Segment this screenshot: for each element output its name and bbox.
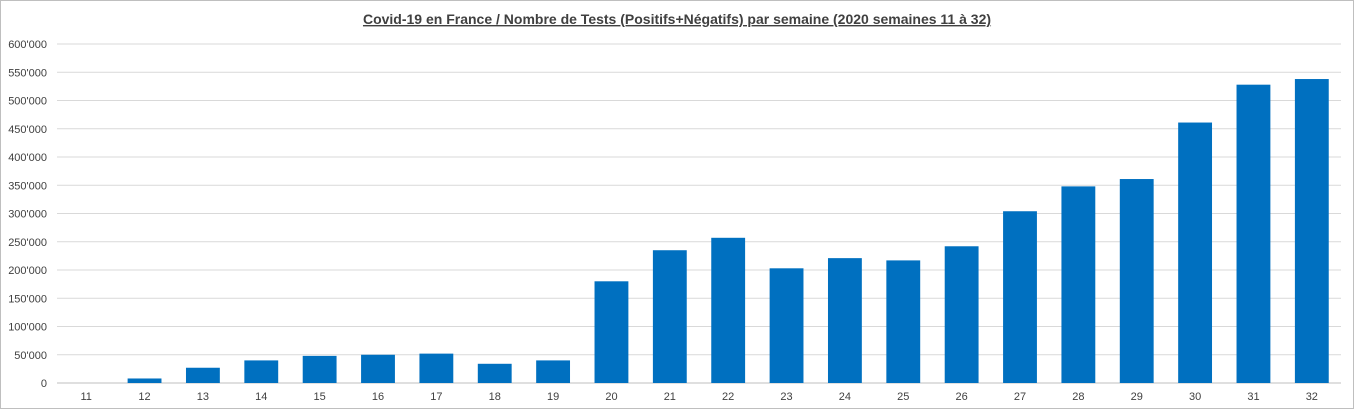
y-tick-label: 600'000 xyxy=(8,39,47,51)
x-tick-label: 19 xyxy=(547,391,559,403)
bars xyxy=(127,79,1329,384)
chart-title: Covid-19 en France / Nombre de Tests (Po… xyxy=(363,11,991,27)
y-tick-label: 100'000 xyxy=(8,322,47,334)
grid-lines xyxy=(57,43,1341,384)
x-tick-label: 13 xyxy=(197,391,209,403)
bar-week-23 xyxy=(769,268,804,383)
y-tick-label: 350'000 xyxy=(8,180,47,192)
y-axis-tick-labels: 0 50'000 100'000 150'000 200'000 250'000 300'0… xyxy=(8,39,47,390)
bar-week-15 xyxy=(302,355,337,383)
x-axis-tick-labels: 11 12 13 14 15 16 17 18 19 20 21 22 23 24 25 26 27 28 29 30… xyxy=(80,391,1317,403)
y-tick-label: 150'000 xyxy=(8,293,47,305)
bar-week-12 xyxy=(127,378,162,383)
bar-week-21 xyxy=(652,250,687,383)
y-tick-label: 50'000 xyxy=(14,350,47,362)
bar-week-26 xyxy=(944,246,979,383)
bar-week-31 xyxy=(1236,84,1271,384)
bar-week-20 xyxy=(594,281,629,383)
x-tick-label: 31 xyxy=(1247,391,1259,403)
y-tick-label: 500'000 xyxy=(8,96,47,108)
x-tick-label: 32 xyxy=(1306,391,1318,403)
x-tick-label: 17 xyxy=(430,391,442,403)
x-tick-label: 21 xyxy=(664,391,676,403)
bar-week-22 xyxy=(711,237,746,383)
bar-week-18 xyxy=(477,363,512,383)
x-tick-label: 18 xyxy=(489,391,501,403)
x-tick-label: 27 xyxy=(1014,391,1026,403)
x-tick-label: 20 xyxy=(605,391,617,403)
x-tick-label: 22 xyxy=(722,391,734,403)
bar-week-29 xyxy=(1119,179,1154,383)
x-tick-label: 25 xyxy=(897,391,909,403)
x-tick-label: 16 xyxy=(372,391,384,403)
y-tick-label: 300'000 xyxy=(8,209,47,221)
x-tick-label: 15 xyxy=(314,391,326,403)
x-tick-label: 29 xyxy=(1131,391,1143,403)
x-tick-label: 12 xyxy=(138,391,150,403)
x-tick-label: 26 xyxy=(956,391,968,403)
x-tick-label: 11 xyxy=(80,391,91,403)
bar-week-13 xyxy=(185,367,220,383)
bar-week-19 xyxy=(536,360,571,383)
bar-week-32 xyxy=(1294,79,1329,383)
y-tick-label: 550'000 xyxy=(8,67,47,79)
bar-week-16 xyxy=(361,354,395,383)
x-tick-label: 14 xyxy=(255,391,267,403)
bar-week-14 xyxy=(244,360,279,383)
x-tick-label: 30 xyxy=(1189,391,1201,403)
y-tick-label: 0 xyxy=(41,378,47,390)
y-tick-label: 450'000 xyxy=(8,124,47,136)
bar-week-28 xyxy=(1061,186,1096,383)
bar-week-25 xyxy=(886,260,921,383)
bar-week-24 xyxy=(827,258,862,383)
x-tick-label: 28 xyxy=(1072,391,1084,403)
y-tick-label: 250'000 xyxy=(8,237,47,249)
y-tick-label: 200'000 xyxy=(8,265,47,277)
bar-week-30 xyxy=(1178,122,1213,383)
bar-week-27 xyxy=(1003,211,1037,383)
y-tick-label: 400'000 xyxy=(8,152,47,164)
bar-week-17 xyxy=(419,353,454,383)
x-tick-label: 23 xyxy=(780,391,792,403)
x-tick-label: 24 xyxy=(839,391,851,403)
